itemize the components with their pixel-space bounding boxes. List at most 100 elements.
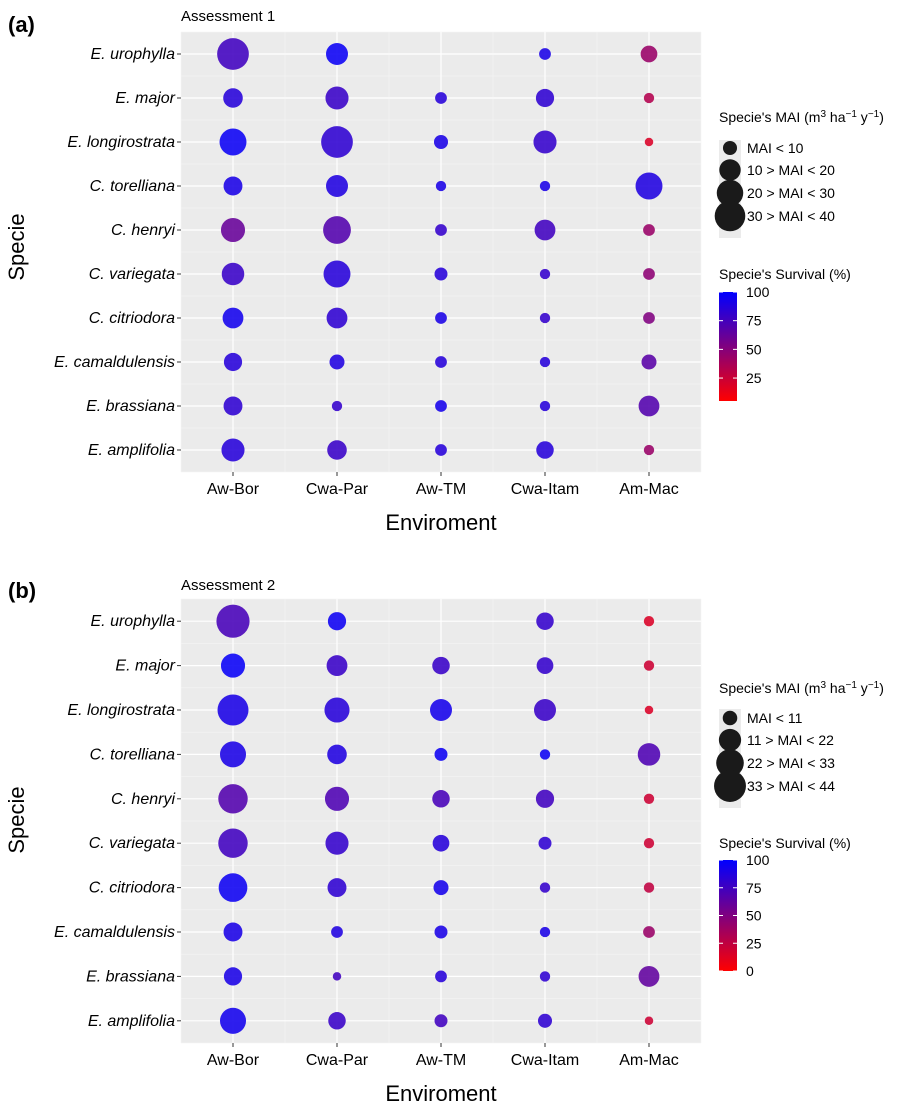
data-point (644, 1016, 654, 1026)
color-legend-label: 50 (746, 908, 762, 924)
data-point (539, 971, 551, 982)
data-point (327, 612, 347, 631)
size-legend-label: MAI < 10 (747, 140, 804, 156)
size-legend: Specie's MAI (m3 ha−1 y−1) MAI < 10 10 > M… (714, 109, 884, 238)
data-point (326, 43, 348, 65)
data-point (539, 268, 551, 280)
data-point (327, 878, 347, 898)
data-point (220, 653, 246, 678)
size-legend-label: 10 > MAI < 20 (747, 162, 835, 178)
data-point (537, 1013, 553, 1028)
data-point (538, 836, 552, 850)
data-point (218, 873, 248, 902)
y-tick-label: C. henryi (111, 791, 175, 808)
data-point (329, 354, 345, 370)
data-point (643, 92, 655, 104)
size-legend-title-unit: 3 (820, 109, 826, 120)
y-axis-title: Specie (4, 213, 29, 280)
data-point (536, 612, 554, 630)
color-legend-label: 50 (746, 341, 762, 357)
color-legend-label: 0 (746, 963, 754, 979)
data-point (641, 354, 657, 370)
data-point (435, 92, 447, 104)
size-legend-title: Specie's MAI (m3 ha−1 y−1) (719, 680, 884, 696)
panel-a: (a) Assessment 1 E. urophylla E. major E. lo… (4, 8, 884, 535)
data-point (435, 180, 447, 192)
x-tick-label: Aw-Bor (207, 481, 260, 498)
data-point (324, 697, 350, 723)
data-point (539, 400, 551, 412)
data-point (643, 268, 655, 280)
data-point (539, 356, 551, 368)
data-point (325, 86, 349, 110)
x-tick-label: Am-Mac (619, 1052, 679, 1069)
data-point (216, 604, 250, 638)
data-point (534, 699, 556, 721)
data-point (326, 175, 348, 197)
panel-label: (b) (8, 578, 36, 603)
data-point (635, 172, 663, 200)
data-point (326, 307, 348, 329)
data-point (218, 828, 248, 858)
data-point (331, 400, 343, 412)
y-tick-label: C. variegata (89, 835, 175, 852)
size-legend-title-unit: y (857, 109, 868, 125)
data-point (327, 744, 347, 765)
data-point (539, 926, 551, 938)
data-point (643, 660, 655, 671)
data-point (219, 1007, 247, 1034)
data-point (536, 441, 554, 459)
size-legend-title-unit: ha (826, 680, 846, 696)
data-point (435, 400, 447, 412)
data-point (332, 972, 342, 981)
size-legend-label: 30 > MAI < 40 (747, 208, 835, 224)
data-point (539, 882, 551, 893)
size-legend-key (714, 770, 746, 802)
y-tick-label: E. urophylla (91, 613, 176, 630)
y-tick-label: C. citriodora (89, 880, 175, 897)
data-point (218, 784, 248, 814)
y-tick-label: E. camaldulensis (54, 924, 175, 941)
color-legend: Specie's Survival (%) 100 75 50 25 (719, 266, 851, 401)
data-point (223, 967, 243, 986)
data-point (328, 1012, 346, 1030)
data-point (223, 396, 243, 416)
size-legend-label: 20 > MAI < 30 (747, 185, 835, 201)
size-legend-key (714, 200, 746, 232)
data-point (430, 699, 452, 721)
x-axis-title: Enviroment (385, 1081, 496, 1106)
color-legend-title: Specie's Survival (%) (719, 835, 851, 851)
size-legend-label: 11 > MAI < 22 (747, 732, 834, 748)
data-point (219, 128, 247, 156)
color-legend-label: 75 (746, 313, 762, 329)
data-point (432, 656, 450, 675)
data-point (435, 224, 447, 236)
data-point (643, 224, 655, 236)
data-point (435, 356, 447, 368)
data-point (432, 834, 450, 852)
data-point (223, 922, 243, 942)
size-legend-title-unit: ha (826, 109, 846, 125)
size-legend-title: Specie's MAI (m3 ha−1 y−1) (719, 109, 884, 125)
data-point (324, 786, 350, 811)
x-tick-label: Aw-Bor (207, 1052, 260, 1069)
data-point (223, 176, 243, 196)
data-point (643, 882, 655, 893)
data-point (434, 747, 448, 761)
y-tick-label: C. torelliana (90, 746, 175, 763)
y-tick-label: E. longirostrata (67, 134, 175, 151)
y-tick-label: E. amplifolia (88, 1013, 175, 1030)
size-legend-title-prefix: Specie's MAI (m (719, 680, 820, 696)
data-point (539, 749, 551, 760)
color-legend: Specie's Survival (%)100 75 50 25 0 (719, 835, 851, 979)
data-point (326, 655, 348, 677)
size-legend-title-unit: −1 (846, 680, 858, 691)
y-axis-title: Specie (4, 786, 29, 853)
color-legend-label: 100 (746, 852, 770, 868)
data-point (534, 219, 556, 241)
data-point (433, 134, 449, 150)
size-legend-key (716, 749, 744, 777)
x-tick-label: Cwa-Itam (511, 481, 579, 498)
